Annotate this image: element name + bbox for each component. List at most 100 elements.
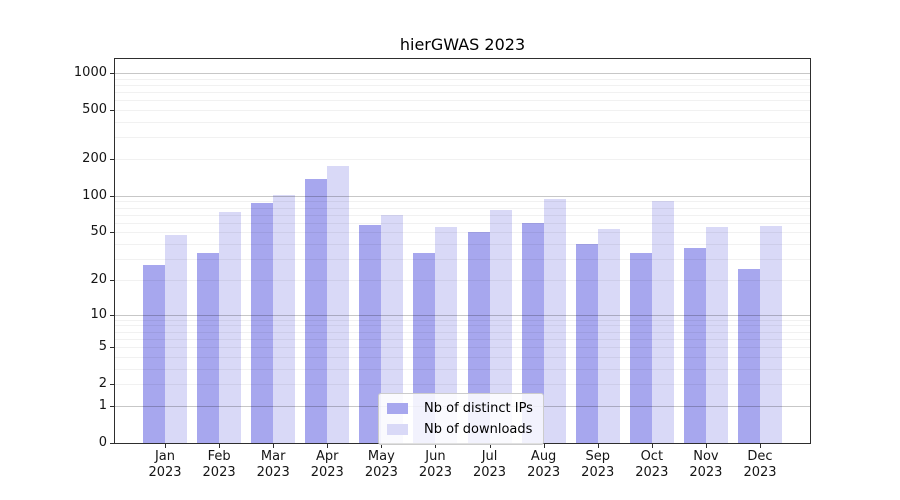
legend-item-downloads: Nb of downloads	[387, 421, 533, 438]
gridline-minor-6	[115, 339, 810, 340]
bar-ips-mar	[251, 202, 274, 443]
x-tick-label-year: 2023	[418, 465, 452, 480]
x-tick-label-month: Feb	[207, 449, 231, 464]
bar-ips-oct	[629, 252, 652, 443]
y-tick-label-20: 20	[90, 271, 107, 287]
x-tick-label-oct: Oct 2023	[620, 449, 684, 481]
bar-ips-apr	[305, 179, 328, 443]
y-tick-label-500: 500	[82, 101, 107, 117]
x-tick-label-month: Aug	[530, 449, 557, 464]
y-tick-label-1: 1	[98, 397, 107, 413]
gridline-minor-9	[115, 320, 810, 321]
legend: Nb of distinct IPs Nb of downloads	[378, 393, 544, 445]
gridline-minor-500	[115, 110, 810, 111]
gridline-minor-800	[115, 85, 810, 86]
y-tick-label-50: 50	[90, 224, 107, 240]
x-tick-label-year: 2023	[635, 465, 669, 480]
x-tick-label-year: 2023	[148, 465, 182, 480]
x-tick-label-sep: Sep 2023	[566, 449, 630, 481]
y-tick-label-10: 10	[90, 306, 107, 322]
x-tick-label-year: 2023	[364, 465, 398, 480]
bar-downloads-jun	[435, 227, 458, 443]
x-tick-mark-oct	[651, 444, 653, 448]
bar-ips-jan	[143, 264, 165, 443]
gridline-minor-70	[115, 215, 810, 216]
bar-downloads-dec	[760, 226, 782, 443]
y-tick-label-100: 100	[82, 187, 107, 203]
gridline-minor-300	[115, 137, 810, 138]
gridline-minor-2	[115, 384, 810, 385]
plot-area: Nb of distinct IPs Nb of downloads	[114, 58, 811, 445]
y-tick-label-0: 0	[98, 435, 107, 450]
x-tick-mark-feb	[219, 444, 221, 448]
x-tick-label-aug: Aug 2023	[512, 449, 576, 481]
x-tick-label-month: Nov	[693, 449, 719, 464]
gridline-minor-20	[115, 280, 810, 281]
gridline-minor-50	[115, 232, 810, 233]
x-tick-label-month: Jan	[154, 449, 176, 464]
x-tick-label-year: 2023	[310, 465, 344, 480]
gridline-minor-5	[115, 347, 810, 348]
bar-downloads-sep	[597, 229, 620, 443]
gridline-minor-8	[115, 325, 810, 326]
bar-downloads-may	[381, 215, 404, 443]
chart-title: hierGWAS 2023	[399, 35, 526, 54]
bar-ips-dec	[738, 268, 760, 443]
gridline-minor-400	[115, 122, 810, 123]
x-tick-label-year: 2023	[689, 465, 723, 480]
legend-swatch-downloads	[387, 424, 408, 435]
y-tick-label-200: 200	[82, 150, 107, 166]
y-tick-label-2: 2	[98, 376, 107, 392]
bar-downloads-jan	[165, 234, 187, 443]
legend-label: Nb of distinct IPs	[424, 401, 533, 416]
bar-downloads-mar	[273, 195, 296, 443]
gridline-minor-30	[115, 259, 810, 260]
x-tick-label-month: Jul	[481, 449, 498, 464]
bars-layer	[115, 59, 810, 443]
y-tick-label-5: 5	[98, 339, 107, 354]
x-tick-mark-nov	[705, 444, 707, 448]
bar-downloads-oct	[651, 201, 674, 443]
bar-ips-nov	[683, 248, 706, 443]
x-tick-mark-apr	[327, 444, 329, 448]
x-tick-label-month: Sep	[585, 449, 610, 464]
x-tick-label-year: 2023	[202, 465, 236, 480]
x-tick-mark-jan	[165, 444, 166, 448]
x-tick-label-apr: Apr 2023	[295, 449, 359, 481]
bar-ips-may	[359, 224, 382, 443]
x-tick-mark-sep	[597, 444, 599, 448]
x-tick-label-year: 2023	[581, 465, 615, 480]
legend-swatch-distinct-ips	[387, 403, 408, 414]
bar-downloads-aug	[543, 199, 566, 443]
x-tick-label-nov: Nov 2023	[674, 449, 738, 481]
x-tick-label-month: Dec	[747, 449, 773, 464]
x-tick-label-year: 2023	[527, 465, 561, 480]
gridline-minor-7	[115, 332, 810, 333]
x-tick-mark-dec	[760, 444, 761, 448]
x-tick-label-year: 2023	[256, 465, 290, 480]
legend-label: Nb of downloads	[424, 422, 533, 437]
gridline-minor-40	[115, 244, 810, 245]
bar-ips-sep	[575, 244, 598, 443]
bar-downloads-feb	[219, 211, 242, 443]
x-tick-label-month: Apr	[316, 449, 339, 464]
x-tick-label-jan: Jan 2023	[133, 449, 197, 481]
x-tick-label-month: Oct	[640, 449, 664, 464]
x-tick-label-year: 2023	[743, 465, 777, 480]
x-tick-label-month: Mar	[260, 449, 286, 464]
x-tick-label-jun: Jun 2023	[403, 449, 467, 481]
y-tick-label-1000: 1000	[73, 64, 107, 80]
grid-layer	[115, 59, 810, 443]
gridline-minor-900	[115, 79, 810, 80]
gridline-minor-4	[115, 357, 810, 358]
gridline-major-100	[115, 196, 810, 197]
x-tick-label-year: 2023	[472, 465, 507, 480]
gridline-major-1000	[115, 73, 810, 74]
gridline-minor-700	[115, 92, 810, 93]
bar-downloads-jul	[489, 210, 512, 443]
legend-item-distinct-ips: Nb of distinct IPs	[387, 400, 533, 417]
x-tick-label-jul: Jul 2023	[458, 449, 522, 481]
x-tick-mark-aug	[543, 444, 545, 448]
x-tick-label-month: May	[367, 449, 395, 464]
